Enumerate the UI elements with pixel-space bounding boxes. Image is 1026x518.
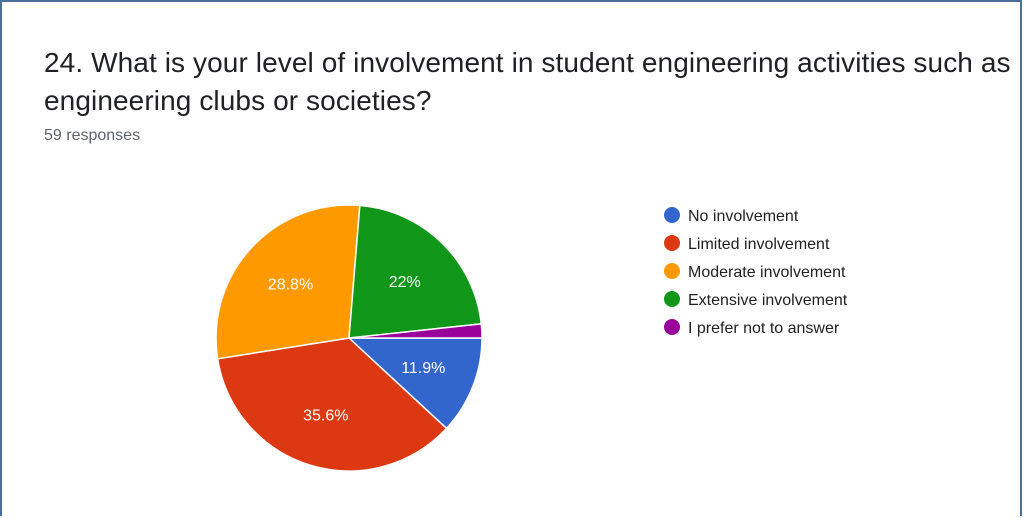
legend-swatch [664, 235, 680, 251]
legend-item[interactable]: I prefer not to answer [664, 319, 840, 337]
legend-label: I prefer not to answer [688, 320, 840, 337]
slice-value-label: 35.6% [303, 407, 348, 424]
legend-swatch [664, 319, 680, 335]
legend-item[interactable]: Limited involvement [664, 235, 830, 253]
legend-label: No involvement [688, 208, 799, 225]
legend-label: Moderate involvement [688, 264, 846, 281]
pie-slice-moderate-involvement[interactable] [215, 204, 361, 360]
slice-value-label: 28.8% [268, 277, 313, 294]
legend-item[interactable]: Moderate involvement [664, 263, 846, 281]
slice-value-label: 22% [389, 274, 421, 291]
pie-slice-extensive-involvement[interactable] [348, 204, 483, 339]
legend-swatch [664, 291, 680, 307]
slice-value-label: 11.9% [401, 360, 445, 377]
legend-label: Limited involvement [688, 236, 830, 253]
legend-swatch [664, 263, 680, 279]
response-count: 59 responses [44, 127, 141, 144]
legend-label: Extensive involvement [688, 292, 848, 309]
legend-swatch [664, 207, 680, 223]
legend-item[interactable]: No involvement [664, 207, 799, 225]
pie-slice-limited-involvement[interactable] [216, 337, 448, 472]
pie-slice-no-involvement[interactable] [347, 337, 483, 430]
question-title: 24. What is your level of involvement in… [44, 47, 1011, 116]
legend-item[interactable]: Extensive involvement [664, 291, 848, 309]
pie-slice-i-prefer-not-to-answer[interactable] [348, 322, 483, 339]
